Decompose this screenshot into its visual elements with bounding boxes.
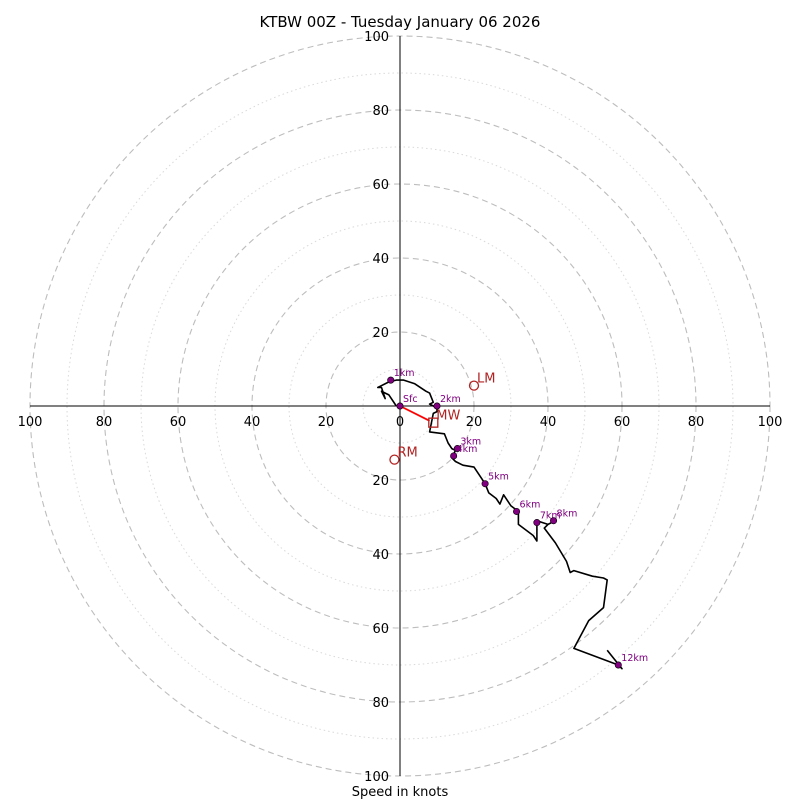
y-tick-label: 100 — [364, 30, 389, 45]
x-tick-label: 100 — [758, 415, 783, 430]
height-label-2km: 2km — [440, 394, 461, 405]
hodograph-trace — [376, 379, 623, 670]
y-tick-label: 40 — [372, 252, 389, 267]
y-tick-label: 80 — [372, 696, 389, 711]
y-tick-label: 60 — [372, 622, 389, 637]
x-tick-label: 60 — [170, 415, 187, 430]
chart-title: KTBW 00Z - Tuesday January 06 2026 — [260, 13, 541, 31]
wind-trace-layer — [376, 379, 623, 670]
height-label-Sfc: Sfc — [403, 394, 418, 405]
y-tick-label: 20 — [372, 326, 389, 341]
x-tick-label: 60 — [614, 415, 631, 430]
x-axis-label: Speed in knots — [352, 785, 449, 800]
height-point-2km — [433, 402, 441, 410]
y-tick-label: 40 — [372, 548, 389, 563]
x-tick-label: 20 — [318, 415, 335, 430]
x-tick-label: 20 — [466, 415, 483, 430]
x-tick-label: 0 — [396, 415, 404, 430]
storm-motion-label-RM: RM — [397, 446, 417, 461]
height-label-6km: 6km — [520, 499, 541, 510]
y-tick-label: 20 — [372, 474, 389, 489]
height-label-3km: 3km — [460, 437, 481, 448]
y-tick-label: 100 — [364, 770, 389, 785]
height-label-8km: 8km — [557, 509, 578, 520]
storm-motion-label-LM: LM — [477, 372, 495, 387]
storm-motion-marker-MW — [428, 417, 439, 428]
height-point-4km — [450, 452, 458, 460]
x-tick-label: 40 — [540, 415, 557, 430]
storm-motion-marker-LM — [468, 380, 480, 391]
height-label-4km: 4km — [457, 444, 478, 455]
height-point-1km — [387, 376, 395, 384]
tick-labels: 100 80 60 40 20 0 20 40 60 80 100 100 80 60 40 20 20 40 60… — [18, 30, 783, 785]
storm-motions: LM MW RM — [389, 372, 495, 465]
height-point-7km — [533, 519, 541, 527]
shear-vector — [399, 405, 431, 422]
y-tick-label: 60 — [372, 178, 389, 193]
height-point-12km — [614, 661, 622, 669]
height-point-3km — [453, 445, 461, 453]
height-point-Sfc — [396, 402, 404, 410]
x-tick-label: 80 — [96, 415, 113, 430]
x-tick-label: 80 — [688, 415, 705, 430]
height-label-12km: 12km — [621, 653, 648, 664]
height-label-1km: 1km — [394, 368, 415, 379]
storm-motion-label-MW: MW — [436, 409, 460, 424]
height-label-5km: 5km — [488, 472, 509, 483]
storm-motion-marker-RM — [389, 454, 400, 465]
height-point-8km — [550, 517, 558, 525]
height-label-7km: 7km — [540, 511, 561, 522]
x-tick-label: 40 — [244, 415, 261, 430]
height-point-6km — [513, 507, 521, 515]
x-tick-label: 100 — [18, 415, 43, 430]
y-tick-label: 80 — [372, 104, 389, 119]
height-point-5km — [481, 480, 489, 488]
